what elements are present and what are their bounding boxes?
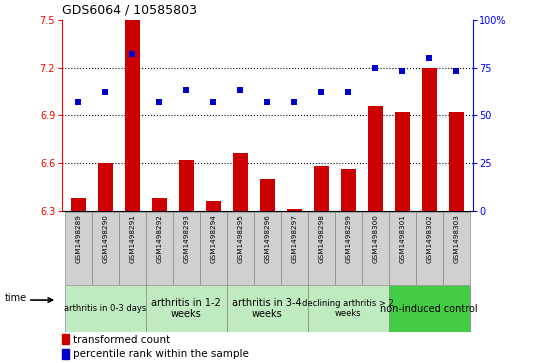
Text: non-induced control: non-induced control xyxy=(381,303,478,314)
Bar xyxy=(65,212,92,285)
Bar xyxy=(233,153,248,211)
Text: GDS6064 / 10585803: GDS6064 / 10585803 xyxy=(62,3,197,16)
Point xyxy=(263,99,272,105)
Bar xyxy=(308,285,389,332)
Text: GSM1498289: GSM1498289 xyxy=(75,215,82,264)
Bar xyxy=(119,212,146,285)
Text: percentile rank within the sample: percentile rank within the sample xyxy=(73,349,248,359)
Text: GSM1498303: GSM1498303 xyxy=(453,215,460,264)
Point xyxy=(236,87,245,93)
Bar xyxy=(92,212,119,285)
Bar xyxy=(416,212,443,285)
Text: GSM1498291: GSM1498291 xyxy=(129,215,136,264)
Bar xyxy=(281,212,308,285)
Bar xyxy=(389,212,416,285)
Bar xyxy=(71,198,86,211)
Text: GSM1498302: GSM1498302 xyxy=(426,215,433,264)
Bar xyxy=(389,285,470,332)
Text: GSM1498290: GSM1498290 xyxy=(102,215,109,264)
Text: GSM1498296: GSM1498296 xyxy=(264,215,271,264)
Point xyxy=(317,90,326,95)
Bar xyxy=(341,169,356,211)
Bar xyxy=(395,112,410,211)
Text: arthritis in 3-4
weeks: arthritis in 3-4 weeks xyxy=(233,298,302,319)
Bar xyxy=(287,209,302,211)
Text: GSM1498300: GSM1498300 xyxy=(372,215,379,264)
Text: GSM1498297: GSM1498297 xyxy=(291,215,298,264)
Text: declining arthritis > 2
weeks: declining arthritis > 2 weeks xyxy=(302,299,394,318)
Text: time: time xyxy=(5,293,27,303)
Point xyxy=(209,99,218,105)
Bar xyxy=(227,212,254,285)
Bar xyxy=(146,212,173,285)
Text: GSM1498292: GSM1498292 xyxy=(156,215,163,264)
Bar xyxy=(179,160,194,211)
Point xyxy=(398,69,407,74)
Bar xyxy=(254,212,281,285)
Text: GSM1498294: GSM1498294 xyxy=(210,215,217,264)
Text: GSM1498293: GSM1498293 xyxy=(183,215,190,264)
Bar xyxy=(449,112,464,211)
Bar xyxy=(62,334,70,344)
Point xyxy=(344,90,353,95)
Bar xyxy=(62,349,70,359)
Bar xyxy=(146,285,227,332)
Bar xyxy=(200,212,227,285)
Bar xyxy=(362,212,389,285)
Bar xyxy=(335,212,362,285)
Bar xyxy=(308,212,335,285)
Point xyxy=(371,65,380,70)
Text: GSM1498301: GSM1498301 xyxy=(399,215,406,264)
Point xyxy=(101,90,110,95)
Point xyxy=(182,87,191,93)
Bar xyxy=(152,198,167,211)
Text: arthritis in 1-2
weeks: arthritis in 1-2 weeks xyxy=(151,298,221,319)
Text: GSM1498299: GSM1498299 xyxy=(345,215,352,264)
Text: arthritis in 0-3 days: arthritis in 0-3 days xyxy=(64,304,146,313)
Point xyxy=(452,69,461,74)
Point xyxy=(128,52,137,57)
Point xyxy=(74,99,83,105)
Bar xyxy=(65,285,146,332)
Bar xyxy=(368,106,383,211)
Bar xyxy=(206,201,221,211)
Bar xyxy=(125,20,140,211)
Bar xyxy=(443,212,470,285)
Text: GSM1498295: GSM1498295 xyxy=(237,215,244,264)
Point xyxy=(425,55,434,61)
Text: GSM1498298: GSM1498298 xyxy=(318,215,325,264)
Point xyxy=(155,99,164,105)
Bar xyxy=(98,163,113,211)
Bar xyxy=(227,285,308,332)
Point xyxy=(290,99,299,105)
Bar xyxy=(173,212,200,285)
Text: transformed count: transformed count xyxy=(73,335,170,344)
Bar xyxy=(260,179,275,211)
Bar xyxy=(314,166,329,211)
Bar xyxy=(422,68,437,211)
